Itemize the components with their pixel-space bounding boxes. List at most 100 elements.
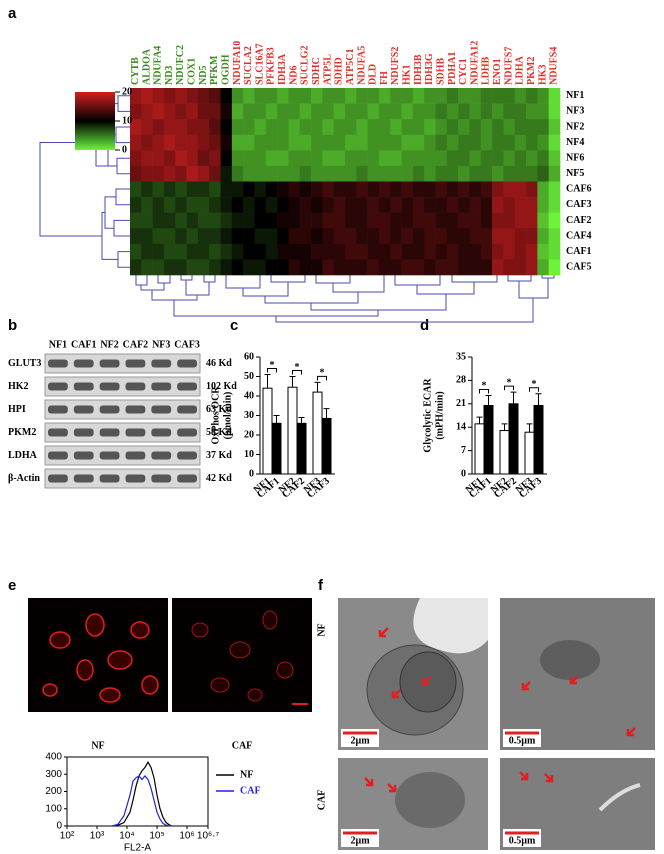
heatmap-cell bbox=[322, 165, 334, 182]
heatmap-cell bbox=[231, 181, 244, 198]
heatmap-cell bbox=[412, 197, 425, 213]
column-label: ND3 bbox=[164, 66, 175, 85]
blot-band bbox=[48, 359, 68, 368]
heatmap-cell bbox=[333, 228, 346, 245]
heatmap-cell bbox=[469, 103, 482, 120]
column-label: OGDH bbox=[220, 54, 231, 85]
column-label: LDHB bbox=[481, 56, 492, 85]
heatmap-cell bbox=[197, 243, 210, 260]
blot-band bbox=[125, 382, 146, 391]
row-label: NF6 bbox=[566, 152, 584, 163]
error-bar bbox=[264, 374, 271, 389]
heatmap-cell bbox=[435, 119, 448, 136]
row-label: NF2 bbox=[566, 121, 584, 132]
heatmap-cell bbox=[480, 181, 493, 198]
heatmap-cell bbox=[412, 259, 425, 276]
significance-bracket bbox=[267, 368, 277, 373]
heatmap-cell bbox=[548, 212, 561, 229]
heatmap-cell bbox=[130, 165, 142, 182]
blot-band bbox=[99, 382, 120, 391]
heatmap-cell bbox=[446, 134, 459, 151]
heatmap-cell bbox=[152, 88, 165, 104]
heatmap-cell bbox=[186, 243, 199, 260]
heatmap-cell bbox=[492, 103, 504, 120]
heatmap-cell bbox=[548, 181, 561, 198]
heatmap-cell bbox=[378, 197, 391, 213]
blot-strip bbox=[44, 445, 201, 466]
heatmap-cell bbox=[254, 181, 267, 198]
blot-band bbox=[125, 405, 146, 414]
heatmap-cell bbox=[390, 197, 402, 213]
row-label: NF bbox=[316, 623, 327, 636]
heatmap-cell bbox=[209, 243, 221, 260]
heatmap-cell bbox=[492, 181, 504, 198]
heatmap-cell bbox=[299, 119, 312, 136]
heatmap-cell bbox=[458, 88, 470, 104]
heatmap-cell bbox=[265, 88, 278, 104]
heatmap-cell bbox=[311, 88, 323, 104]
heatmap-cell bbox=[130, 197, 142, 213]
heatmap-cell bbox=[299, 88, 312, 104]
heatmap-cell bbox=[220, 243, 233, 260]
heatmap-cell bbox=[458, 134, 470, 151]
heatmap-cell bbox=[265, 150, 278, 167]
cells bbox=[42, 613, 159, 703]
heatmap-cell bbox=[322, 243, 334, 260]
y-tick-label: 21 bbox=[456, 398, 466, 409]
heatmap-cell bbox=[537, 103, 549, 120]
panel-label: c bbox=[230, 317, 238, 334]
heatmap-cell bbox=[333, 181, 346, 198]
heatmap-cell bbox=[390, 103, 402, 120]
heatmap-cell bbox=[152, 119, 165, 136]
heatmap-cell bbox=[446, 197, 459, 213]
heatmap-cell bbox=[526, 150, 538, 167]
heatmap-cell bbox=[492, 212, 504, 229]
heatmap-cell bbox=[514, 228, 527, 245]
blot-band bbox=[99, 359, 120, 368]
heatmap-cell bbox=[390, 119, 402, 136]
heatmap-cell bbox=[492, 150, 504, 167]
protein-label: PKM2 bbox=[8, 427, 36, 438]
heatmap-cell bbox=[152, 212, 165, 229]
heatmap-cell bbox=[458, 259, 470, 276]
heatmap-cell bbox=[401, 150, 414, 167]
size-label: 42 Kd bbox=[206, 473, 232, 484]
bar bbox=[296, 422, 307, 475]
column-label: NDUFA5 bbox=[356, 46, 367, 85]
heatmap-cell bbox=[209, 165, 221, 182]
heatmap-cell bbox=[265, 212, 278, 229]
heatmap-cell bbox=[345, 197, 357, 213]
heatmap-cell bbox=[277, 150, 289, 167]
heatmap-cell bbox=[356, 197, 368, 213]
heatmap-cell bbox=[243, 228, 255, 245]
column-label: IDH3B bbox=[413, 54, 424, 85]
heatmap-cell bbox=[435, 88, 448, 104]
heatmap-cell bbox=[469, 134, 482, 151]
heatmap-cell bbox=[288, 212, 301, 229]
heatmap-cell bbox=[537, 134, 549, 151]
column-label: HK3 bbox=[537, 64, 548, 85]
heatmap-cell bbox=[288, 228, 301, 245]
heatmap-cell bbox=[130, 243, 142, 260]
heatmap-cell bbox=[401, 88, 414, 104]
column-label: SUCLA2 bbox=[243, 46, 254, 85]
heatmap-cell bbox=[390, 181, 402, 198]
bar bbox=[271, 422, 282, 475]
x-tick-label: 10³ bbox=[90, 831, 105, 842]
heatmap-cell bbox=[367, 88, 380, 104]
heatmap-cell bbox=[130, 134, 142, 151]
heatmap-cell bbox=[446, 150, 459, 167]
heatmap-cell bbox=[378, 259, 391, 276]
heatmap-cell bbox=[130, 103, 142, 120]
heatmap-cell bbox=[254, 103, 267, 120]
blot-band bbox=[151, 405, 172, 414]
blot-band bbox=[177, 474, 197, 483]
panel-label: d bbox=[420, 317, 429, 334]
heatmap-cell bbox=[243, 103, 255, 120]
heatmap-cell bbox=[322, 119, 334, 136]
heatmap-cell bbox=[231, 165, 244, 182]
heatmap-cell bbox=[277, 243, 289, 260]
heatmap-cell bbox=[492, 165, 504, 182]
heatmap-cell bbox=[163, 165, 176, 182]
column-label: CYC1 bbox=[458, 58, 469, 85]
